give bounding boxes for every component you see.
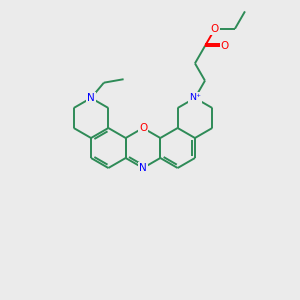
Text: N⁺: N⁺: [189, 94, 201, 103]
Text: N: N: [87, 93, 95, 103]
Text: O: O: [211, 24, 219, 34]
Text: O: O: [139, 123, 147, 133]
Text: O: O: [221, 41, 229, 51]
Text: N: N: [139, 163, 147, 173]
